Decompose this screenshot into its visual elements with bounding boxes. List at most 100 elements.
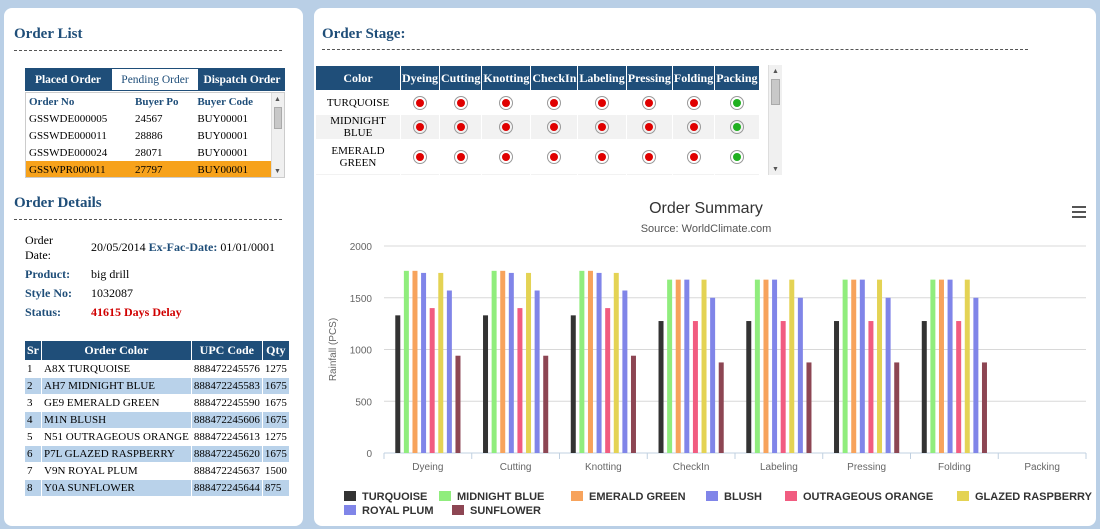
- bar-glazed-raspberry: [964, 279, 970, 453]
- upc-code: 888472245613: [190, 428, 263, 446]
- scroll-up-icon[interactable]: ▲: [772, 67, 779, 75]
- divider: [14, 50, 282, 51]
- stage-status-cell: [671, 173, 716, 175]
- chart-menu-icon[interactable]: [1072, 206, 1086, 221]
- buyer-code: BUY00001: [197, 112, 249, 125]
- bar-emerald-green: [851, 279, 857, 453]
- bar-emerald-green: [763, 279, 769, 453]
- y-tick-label: 0: [366, 449, 372, 460]
- status-label: Status:: [25, 305, 62, 319]
- ex-fac-date: 01/01/0001: [220, 240, 275, 254]
- scroll-down-icon[interactable]: ▼: [274, 167, 281, 175]
- bar-emerald-green: [500, 270, 506, 453]
- stage-status-cell: [438, 90, 483, 115]
- stage-color: EMERALD GREEN: [315, 139, 401, 174]
- style-value: 1032087: [91, 286, 133, 300]
- bar-blush: [421, 272, 427, 453]
- stage-status-cell: [625, 114, 673, 140]
- bar-turquoise: [658, 321, 664, 453]
- bar-outrageous-orange: [517, 308, 523, 453]
- table-row: MIDNIGHT BLUE: [315, 114, 760, 140]
- table-row: 5 N51 OUTRAGEOUS ORANGE 888472245613 1275: [24, 428, 290, 446]
- qty: 1675: [261, 377, 290, 395]
- x-tick-label: Cutting: [500, 462, 532, 473]
- table-row[interactable]: GSSWDE000011 28886 BUY00001: [26, 127, 272, 144]
- tab-pending-order[interactable]: Pending Order: [111, 68, 199, 91]
- stage-status-cell: [481, 139, 532, 174]
- order-no: GSSWDE000011: [29, 129, 107, 142]
- table-row: 1 A8X TURQUOISE 888472245576 1275: [24, 360, 290, 378]
- x-tick-label: Pressing: [847, 462, 886, 473]
- stage-status-cell: [714, 139, 760, 174]
- tab-dispatch-order[interactable]: Dispatch Order: [203, 73, 281, 86]
- order-no: GSSWDE000024: [29, 146, 108, 159]
- table-row: 6 P7L GLAZED RASPBERRY 888472245620 1675: [24, 445, 290, 463]
- scroll-thumb[interactable]: [274, 107, 282, 129]
- table-row[interactable]: GSSWDE000005 24567 BUY00001: [26, 110, 272, 127]
- bar-royal-plum: [797, 297, 803, 453]
- col-qty: Qty: [261, 340, 290, 361]
- stage-status-cell: [577, 139, 627, 174]
- stage-status-cell: [577, 173, 627, 175]
- bar-royal-plum: [622, 290, 628, 453]
- status-pending-icon: [595, 95, 610, 110]
- legend-label: TURQUOISE: [362, 491, 427, 503]
- bar-glazed-raspberry: [438, 272, 444, 453]
- tab-placed-order[interactable]: Placed Order: [34, 73, 102, 86]
- bar-blush: [859, 279, 865, 453]
- orders-list[interactable]: Order No Buyer Po Buyer Code GSSWDE00000…: [25, 92, 285, 178]
- order-color: P7L GLAZED RASPBERRY: [41, 445, 192, 463]
- bar-glazed-raspberry: [789, 279, 795, 453]
- bar-sunflower: [981, 362, 987, 453]
- y-tick-label: 1500: [350, 294, 373, 305]
- stage-status-cell: [625, 173, 673, 175]
- order-color: V9N ROYAL PLUM: [41, 462, 192, 480]
- buyer-po: 28886: [135, 129, 163, 142]
- order-tabs: Placed Order Pending Order Dispatch Orde…: [25, 68, 285, 91]
- status-pending-icon: [642, 95, 657, 110]
- bar-turquoise: [921, 321, 927, 453]
- stage-status-cell: [530, 139, 579, 174]
- scroll-thumb[interactable]: [771, 79, 780, 105]
- y-axis-label: Rainfall (PCS): [328, 318, 339, 381]
- stage-table: Color Dyeing Cutting Knotting CheckIn Labelin…: [315, 65, 760, 175]
- chart-title: Order Summary: [649, 200, 763, 217]
- table-row[interactable]: GSSWDE000024 28071 BUY00001: [26, 144, 272, 161]
- sr: 2: [24, 377, 42, 395]
- order-colors-table: Sr Order Color UPC Code Qty 1 A8X TURQUOI…: [24, 340, 290, 497]
- status-pending-icon: [413, 149, 427, 164]
- upc-code: 888472245576: [190, 360, 263, 378]
- status-pending-icon: [453, 95, 468, 110]
- legend-swatch: [452, 505, 464, 515]
- status-pending-icon: [413, 120, 427, 134]
- bar-glazed-raspberry: [613, 272, 619, 453]
- bar-turquoise: [483, 315, 489, 453]
- stage-scrollbar[interactable]: ▲ ▼: [768, 65, 782, 175]
- bar-royal-plum: [973, 297, 979, 453]
- legend-label: ROYAL PLUM: [362, 505, 434, 517]
- ex-fac-label: Ex-Fac-Date:: [148, 240, 218, 254]
- bar-turquoise: [395, 315, 401, 453]
- status-pending-icon: [547, 95, 562, 110]
- table-row-selected[interactable]: GSSWPR000011 27797 BUY00001: [26, 161, 272, 177]
- order-stage-grid[interactable]: Color Dyeing Cutting Knotting CheckIn Labelin…: [315, 65, 783, 175]
- order-date-label: Order Date:: [25, 233, 53, 262]
- sr: 4: [24, 411, 42, 429]
- bar-glazed-raspberry: [701, 279, 707, 453]
- orders-scrollbar[interactable]: ▲ ▼: [271, 93, 284, 177]
- status-value: 41615 Days Delay: [91, 305, 182, 319]
- table-row: [315, 173, 760, 175]
- stage-col-cutting: Cutting: [438, 65, 483, 91]
- stage-status-cell: [400, 114, 440, 140]
- legend-swatch: [439, 491, 451, 501]
- stage-status-cell: [671, 114, 716, 140]
- stage-col-dyeing: Dyeing: [400, 65, 440, 91]
- scroll-down-icon[interactable]: ▼: [772, 165, 779, 173]
- scroll-up-icon[interactable]: ▲: [274, 95, 281, 103]
- status-pending-icon: [547, 120, 562, 134]
- x-tick-label: Labeling: [760, 462, 798, 473]
- order-color: GE9 EMERALD GREEN: [41, 394, 192, 412]
- stage-col-knotting: Knotting: [481, 65, 532, 91]
- status-pending-icon: [547, 149, 562, 164]
- bar-midnight-blue: [667, 279, 673, 453]
